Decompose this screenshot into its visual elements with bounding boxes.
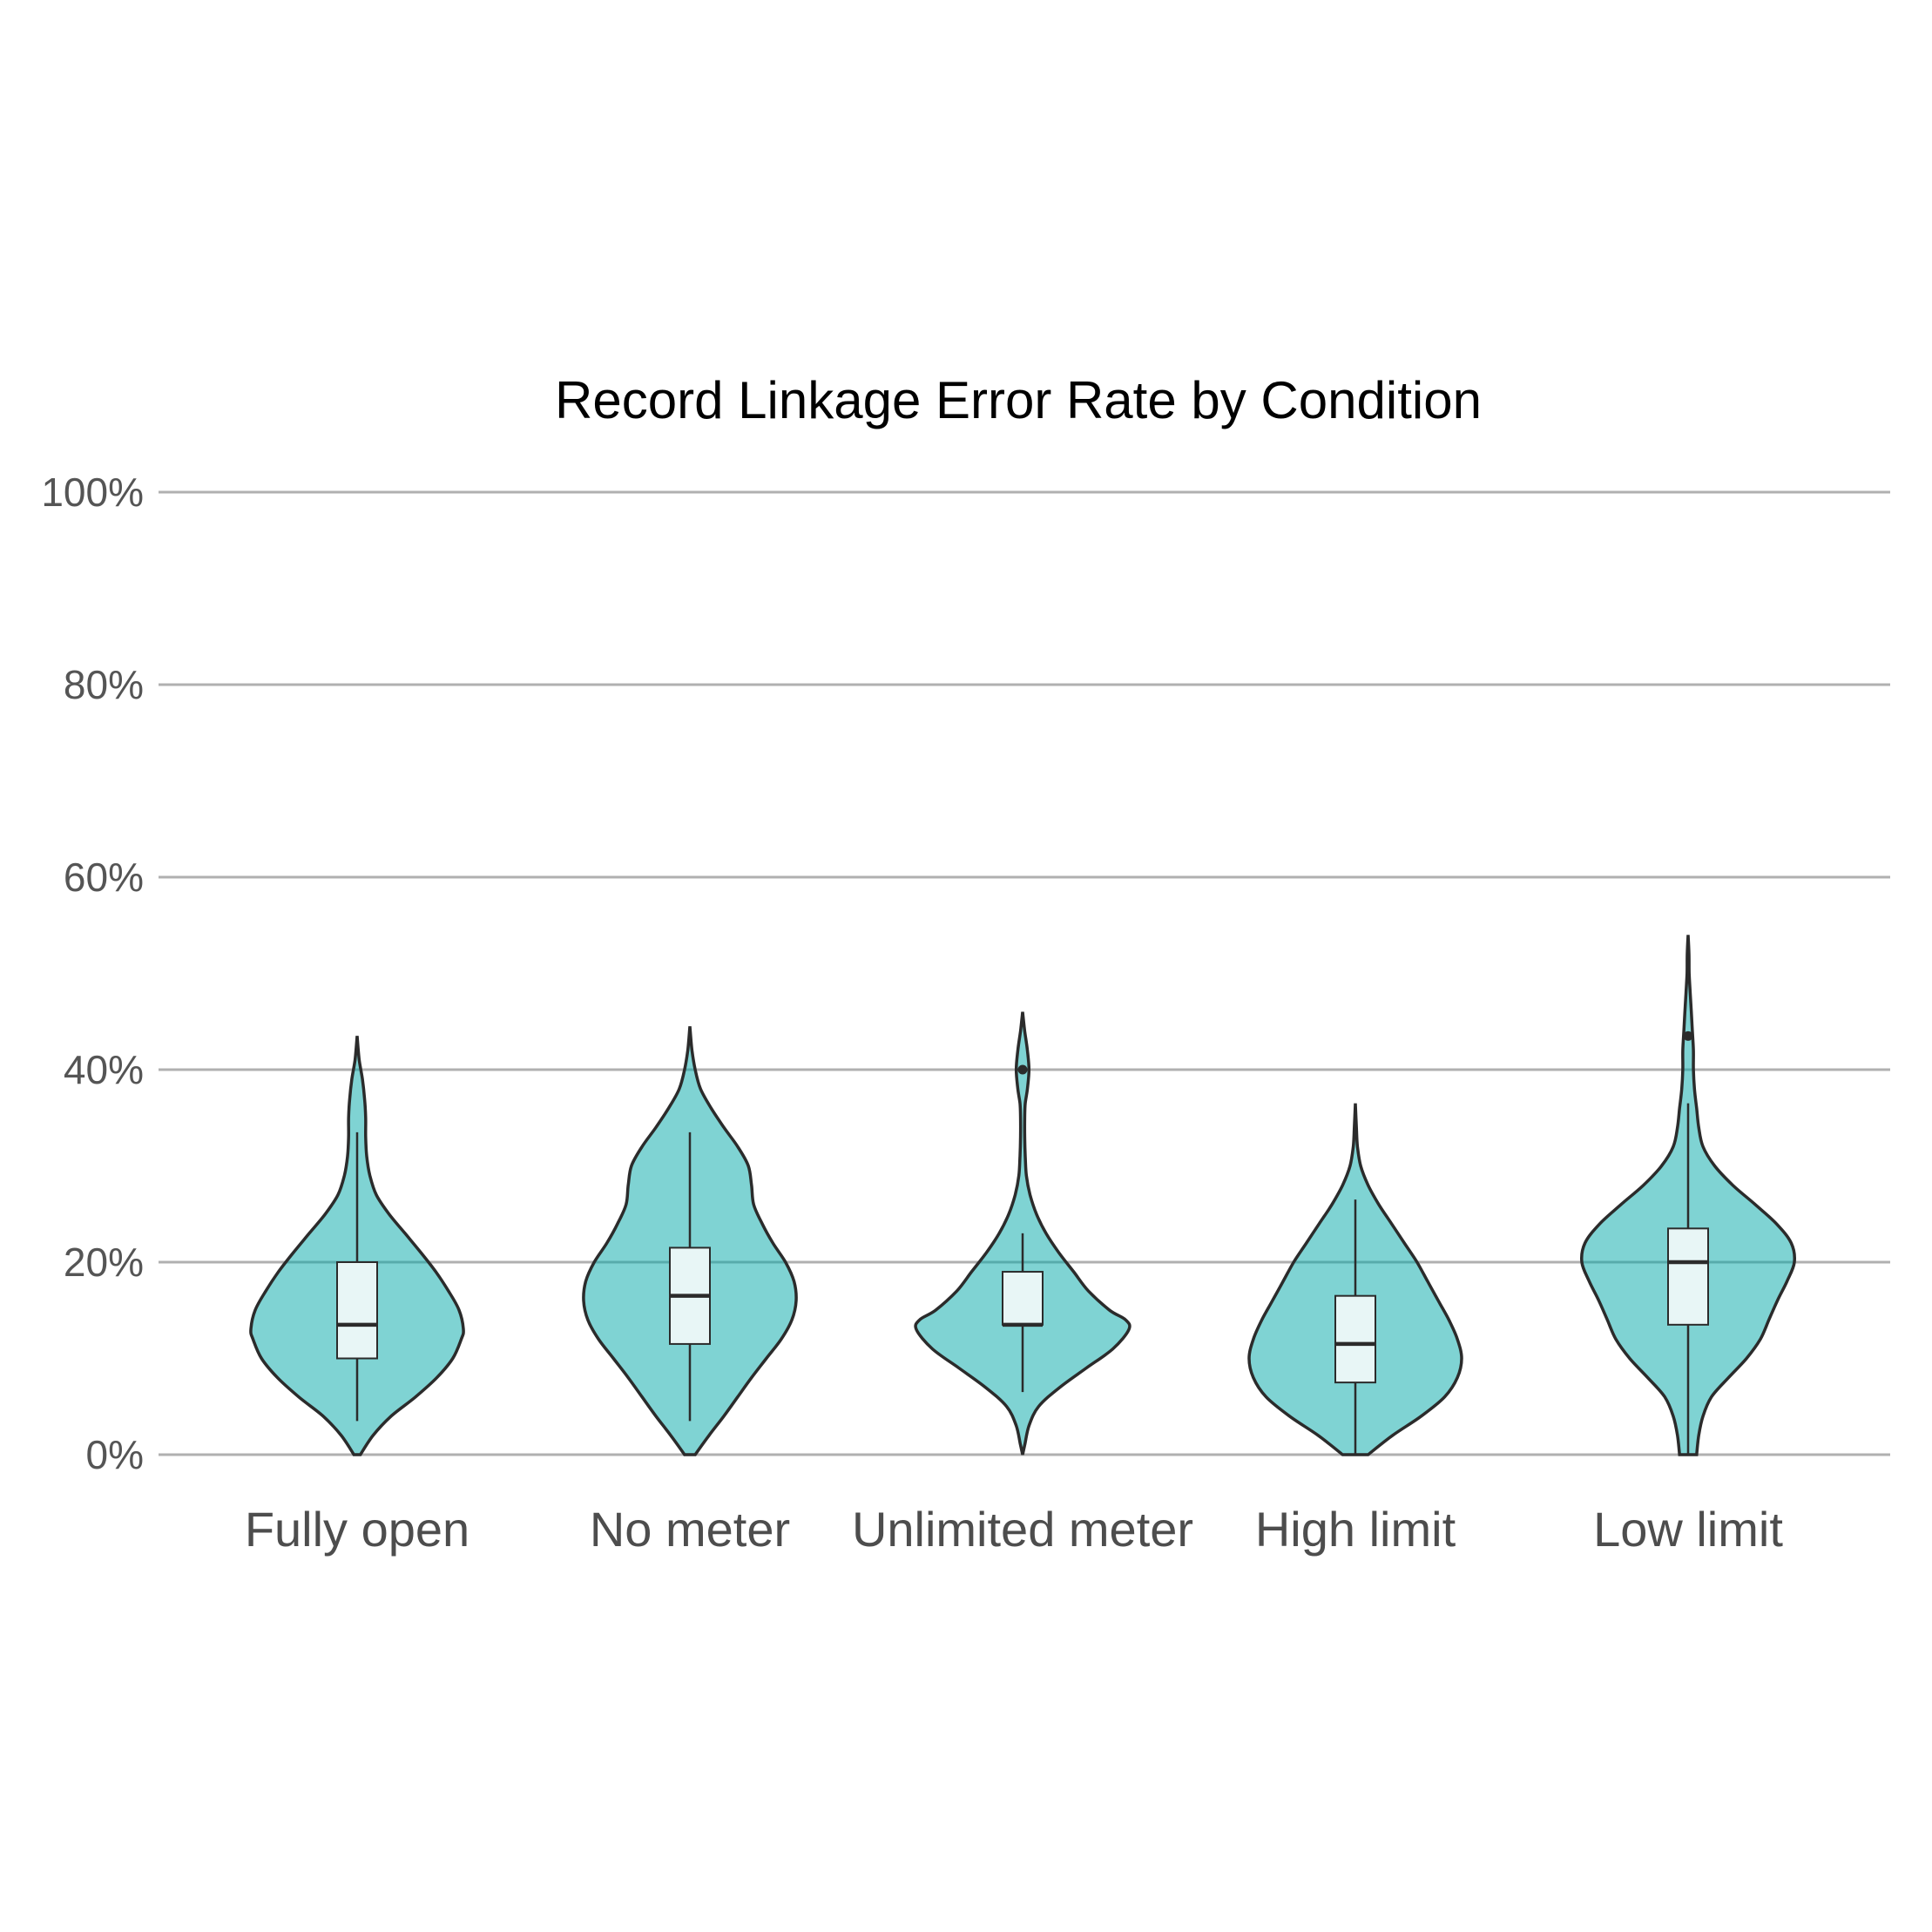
- chart-title: Record Linkage Error Rate by Condition: [555, 371, 1482, 429]
- y-tick-label: 20%: [64, 1240, 144, 1285]
- violin-group: [249, 1036, 465, 1456]
- violin-group: [914, 1011, 1132, 1456]
- box-iqr: [1667, 1227, 1709, 1326]
- outlier-point: [1683, 1030, 1693, 1041]
- x-tick-label: No meter: [590, 1502, 790, 1557]
- violins: [249, 935, 1797, 1456]
- y-tick-label: 0%: [86, 1432, 144, 1477]
- x-tick-label: Low limit: [1593, 1502, 1783, 1557]
- violin-group: [1579, 935, 1797, 1456]
- box-iqr: [1334, 1294, 1376, 1384]
- violin-group: [582, 1026, 798, 1456]
- y-tick-label: 80%: [64, 662, 144, 707]
- box-iqr: [336, 1261, 378, 1360]
- x-tick-label: Unlimited meter: [852, 1502, 1193, 1557]
- y-tick-label: 40%: [64, 1047, 144, 1092]
- y-axis-tick-labels: 0% 20% 40% 60% 80% 100%: [41, 469, 144, 1477]
- x-tick-label: Fully open: [245, 1502, 469, 1557]
- x-axis-tick-labels: Fully open No meter Unlimited meter High li…: [245, 1502, 1784, 1557]
- box-iqr: [1002, 1271, 1044, 1326]
- outlier-point: [1017, 1064, 1028, 1075]
- y-tick-label: 100%: [41, 469, 144, 515]
- x-tick-label: High limit: [1255, 1502, 1456, 1557]
- y-tick-label: 60%: [64, 855, 144, 900]
- violin-group: [1247, 1103, 1463, 1456]
